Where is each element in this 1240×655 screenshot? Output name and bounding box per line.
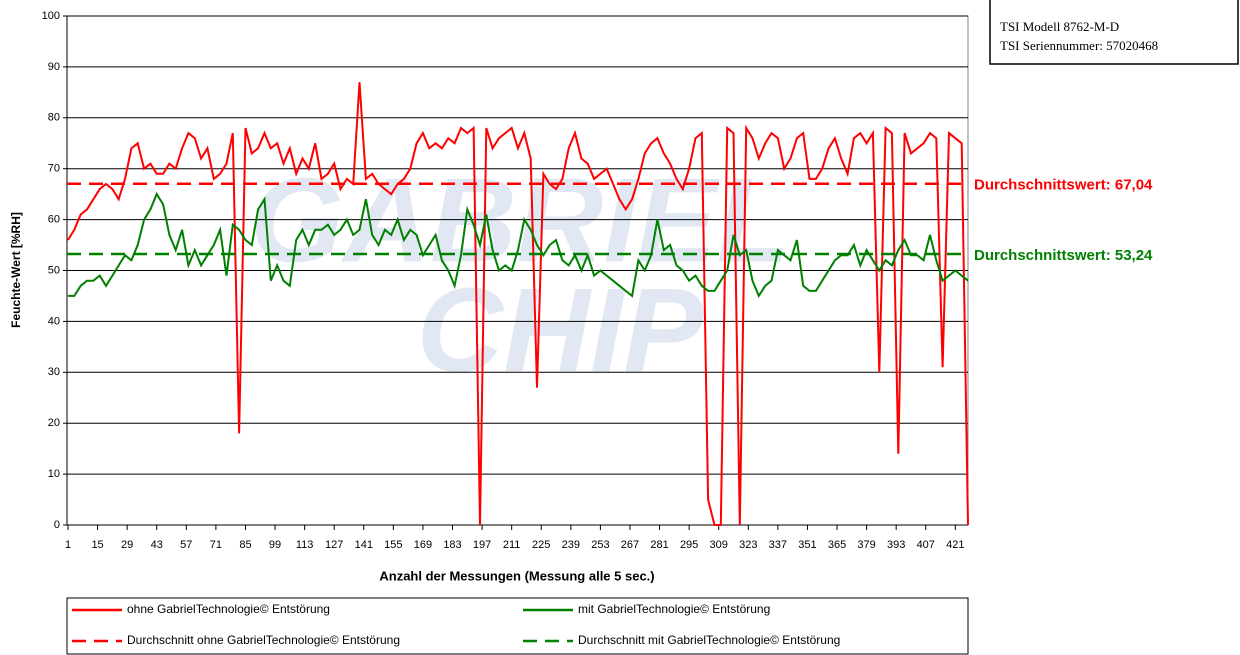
x-tick-label: 281 — [650, 539, 668, 551]
x-tick-label: 267 — [621, 539, 639, 551]
x-tick-label: 85 — [239, 539, 251, 551]
x-tick-label: 15 — [91, 539, 103, 551]
x-tick-label: 337 — [769, 539, 787, 551]
y-tick-label: 30 — [48, 366, 60, 378]
x-tick-label: 211 — [503, 539, 521, 551]
y-tick-label: 20 — [48, 417, 60, 429]
y-tick-label: 50 — [48, 264, 60, 276]
x-tick-label: 183 — [443, 539, 461, 551]
x-tick-label: 99 — [269, 539, 281, 551]
legend-label: mit GabrielTechnologie© Entstörung — [578, 602, 770, 616]
x-tick-label: 295 — [680, 539, 698, 551]
x-tick-label: 421 — [946, 539, 964, 551]
x-tick-label: 407 — [917, 539, 935, 551]
x-tick-label: 43 — [151, 539, 163, 551]
y-tick-label: 70 — [48, 163, 60, 175]
x-tick-label: 155 — [384, 539, 402, 551]
y-tick-label: 80 — [48, 112, 60, 124]
x-tick-label: 239 — [562, 539, 580, 551]
x-tick-label: 323 — [739, 539, 757, 551]
y-axis-label: Feuchte-Wert [%RH] — [9, 212, 23, 328]
legend-label: Durchschnitt ohne GabrielTechnologie© En… — [127, 633, 400, 647]
x-tick-label: 1 — [65, 539, 71, 551]
x-tick-label: 57 — [180, 539, 192, 551]
x-tick-label: 351 — [798, 539, 816, 551]
x-tick-label: 379 — [857, 539, 875, 551]
y-tick-label: 60 — [48, 214, 60, 226]
x-tick-label: 309 — [710, 539, 728, 551]
average-label: Durchschnittswert: 53,24 — [974, 247, 1153, 264]
x-tick-label: 113 — [296, 539, 314, 551]
y-tick-label: 0 — [54, 519, 60, 531]
x-tick-label: 71 — [210, 539, 222, 551]
y-tick-label: 40 — [48, 315, 60, 327]
x-tick-label: 169 — [414, 539, 432, 551]
x-tick-label: 365 — [828, 539, 846, 551]
x-tick-label: 127 — [325, 539, 343, 551]
x-tick-label: 197 — [473, 539, 491, 551]
y-tick-label: 100 — [42, 10, 60, 22]
y-tick-label: 90 — [48, 61, 60, 73]
data-line — [68, 191, 969, 299]
x-tick-label: 253 — [591, 539, 609, 551]
x-axis-label: Anzahl der Messungen (Messung alle 5 sec… — [379, 568, 654, 583]
watermark-text: CHIP — [417, 264, 705, 398]
legend-label: ohne GabrielTechnologie© Entstörung — [127, 602, 330, 616]
info-box — [989, 0, 1239, 65]
info-text: TSI Modell 8762-M-D — [1000, 19, 1119, 34]
legend — [66, 597, 969, 655]
plot — [63, 15, 969, 530]
average-label: Durchschnittswert: 67,04 — [974, 177, 1153, 194]
legend-label: Durchschnitt mit GabrielTechnologie© Ent… — [578, 633, 840, 647]
watermark-text: GABRIEL — [250, 154, 790, 288]
x-tick-label: 141 — [355, 539, 373, 551]
data-line — [67, 82, 969, 526]
x-tick-label: 29 — [121, 539, 133, 551]
info-text: TSI Seriennummer: 57020468 — [1000, 38, 1158, 53]
x-tick-label: 393 — [887, 539, 905, 551]
y-tick-label: 10 — [48, 468, 60, 480]
x-tick-label: 225 — [532, 539, 550, 551]
